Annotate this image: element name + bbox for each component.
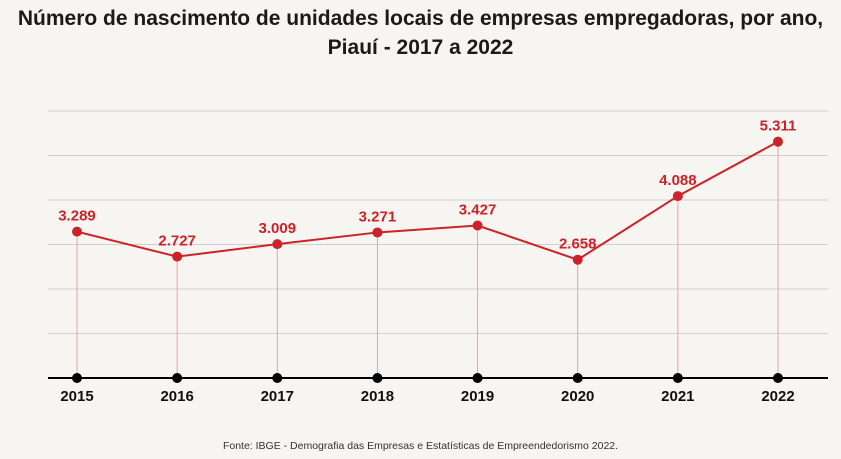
chart-title-line1: Número de nascimento de unidades locais … [17,7,824,30]
x-tick-label: 2017 [261,388,294,405]
data-point [472,220,483,231]
data-label: 2.727 [158,233,196,250]
drop-lines [76,141,779,378]
x-tick-label: 2015 [60,388,93,405]
x-axis-marker [672,373,683,383]
x-tick-label: 2022 [761,388,794,405]
gridlines [48,110,828,334]
x-tick-label: 2021 [661,388,694,405]
chart-title: Número de nascimento de unidades locais … [0,4,841,62]
x-axis-markers [72,373,783,383]
data-point [672,191,683,202]
x-axis-marker [773,373,783,383]
x-tick-label: 2016 [160,388,193,405]
chart-title-line2: Piauí - 2017 a 2022 [327,36,514,59]
data-label: 3.271 [359,208,397,225]
data-points [72,136,783,265]
x-tick-label: 2019 [461,388,494,405]
data-point [773,136,783,147]
data-label: 5.311 [760,118,797,135]
x-axis-marker [572,373,583,383]
data-point [172,251,183,262]
data-label: 2.658 [559,236,597,253]
data-point [72,226,82,237]
x-axis-marker [372,373,383,383]
data-point [272,239,283,250]
series-line [76,140,779,261]
x-tick-labels: 2015 2016 2017 2018 2019 2020 2021 2022 [60,388,794,405]
data-label: 4.088 [659,172,697,189]
data-point [572,254,583,265]
data-label: 3.289 [58,208,96,225]
data-label: 3.009 [259,220,297,237]
x-tick-label: 2020 [561,388,594,405]
data-labels: 3.289 2.727 3.009 3.271 3.427 2.658 4.088 5.311 [58,118,796,253]
source-note: Fonte: IBGE - Demografia das Empresas e … [222,440,619,452]
x-axis-marker [272,373,283,383]
x-tick-label: 2018 [361,388,394,405]
x-axis-marker [172,373,183,383]
data-label: 3.427 [459,201,497,218]
data-point [372,227,383,238]
x-axis-marker [472,373,483,383]
x-axis-marker [72,373,82,383]
